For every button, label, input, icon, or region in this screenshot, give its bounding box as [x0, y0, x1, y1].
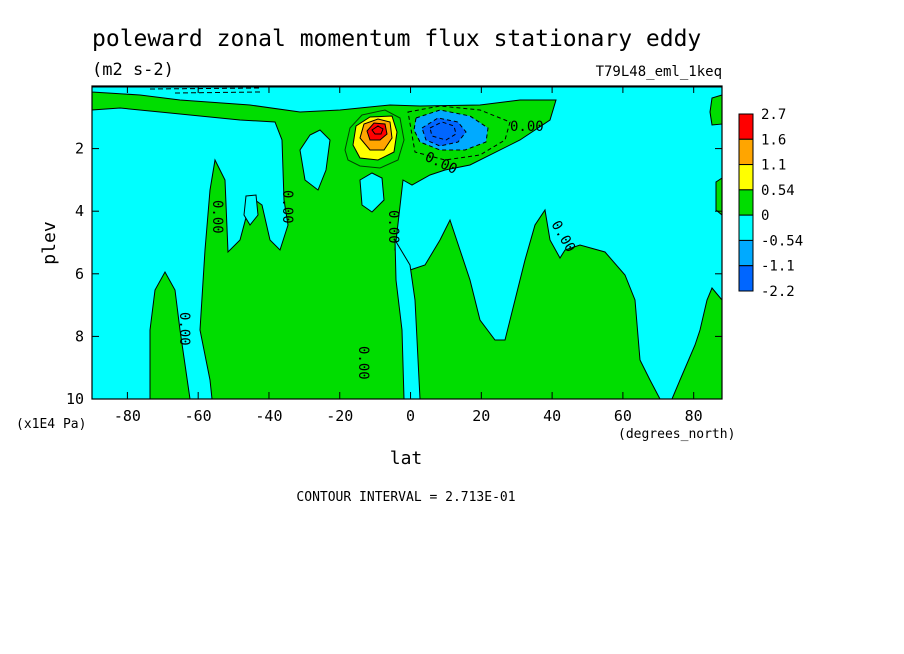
colorbar-level-label: -0.54 [761, 233, 803, 249]
negative-region-south-3 [359, 172, 385, 213]
x-axis: -80 -60 -40 -20 0 20 40 60 80 [114, 86, 703, 425]
colorbar-swatch [738, 138, 754, 166]
x-axis-label: lat [390, 448, 423, 469]
contour-interval: CONTOUR INTERVAL = 2.713E-01 [296, 490, 515, 505]
x-tick-label: -40 [255, 407, 282, 425]
x-tick-label: -80 [114, 407, 141, 425]
y-axis-label: plev [39, 221, 60, 264]
negative-region-south-2 [299, 129, 331, 191]
dataset-label: T79L48_eml_1keq [596, 64, 722, 80]
colorbar-swatch [738, 214, 754, 241]
colorbar-swatch [738, 164, 754, 191]
colorbar-level-label: 1.1 [761, 158, 786, 174]
contour-label: 0.00 [385, 210, 401, 244]
negative-region-south-4 [243, 194, 259, 226]
y-axis-units: (x1E4 Pa) [16, 417, 86, 432]
colorbar: 2.7 1.6 1.1 0.54 0 -0.54 -1.1 -2.2 [738, 107, 803, 300]
colorbar-level-label: 1.6 [761, 132, 786, 148]
chart-units: (m2 s-2) [92, 60, 174, 80]
x-axis-units: (degrees_north) [618, 427, 735, 442]
colorbar-swatch [738, 239, 754, 267]
x-tick-label: -20 [326, 407, 353, 425]
x-tick-label: -60 [185, 407, 212, 425]
contour-label: 0.00 [176, 312, 192, 346]
x-tick-label: 0 [406, 407, 415, 425]
negative-region-south-1 [91, 107, 289, 400]
x-tick-label: 40 [543, 407, 561, 425]
colorbar-level-label: 0 [761, 208, 769, 224]
colorbar-level-label: -2.2 [761, 284, 795, 300]
y-tick-label: 4 [75, 202, 84, 220]
colorbar-swatch [738, 265, 754, 292]
chart-title: poleward zonal momentum flux stationary … [92, 26, 701, 52]
negative-minimum [407, 105, 511, 161]
y-axis: 2 4 6 8 10 [66, 140, 722, 408]
upper-boundary-contours [149, 87, 261, 94]
colorbar-level-label: -1.1 [761, 259, 795, 275]
plot-frame [91, 85, 723, 400]
colorbar-level-label: 2.7 [761, 107, 786, 123]
contour-label: 0.00 [209, 200, 225, 234]
y-tick-label: 2 [75, 140, 84, 158]
x-tick-label: 60 [614, 407, 632, 425]
positive-maximum [344, 109, 405, 169]
contour-label: 0.00 [279, 190, 295, 224]
contour-label: 0.00 [510, 119, 544, 135]
colorbar-level-label: 0.54 [761, 183, 795, 199]
colorbar-swatch [738, 113, 754, 140]
contour-label: 0.00 [355, 346, 371, 380]
plot-area [91, 85, 723, 400]
y-tick-label: 8 [75, 327, 84, 345]
y-tick-label: 10 [66, 390, 84, 408]
y-tick-label: 6 [75, 265, 84, 283]
colorbar-swatch [738, 189, 754, 216]
x-tick-label: 20 [472, 407, 490, 425]
x-tick-label: 80 [685, 407, 703, 425]
